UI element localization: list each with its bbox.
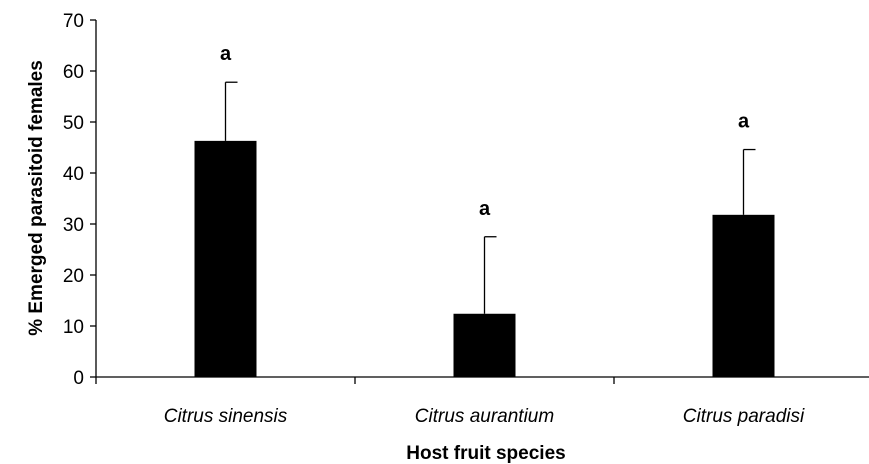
bar — [712, 214, 775, 377]
y-tick-label: 50 — [63, 113, 84, 134]
y-tick-label: 70 — [63, 11, 84, 32]
y-axis-title: % Emerged parasitoid females — [26, 60, 47, 336]
x-category-label: Citrus paradisi — [683, 406, 805, 427]
bar — [194, 140, 257, 377]
bars: a a a — [194, 43, 775, 377]
y-tick-label: 10 — [63, 317, 84, 338]
x-category-label: Citrus sinensis — [164, 406, 288, 427]
x-axis-title: Host fruit species — [406, 443, 565, 464]
significance-label: a — [738, 111, 750, 133]
y-tick-label: 30 — [63, 215, 84, 236]
significance-label: a — [479, 198, 491, 220]
y-tick-label: 40 — [63, 164, 84, 185]
bar — [453, 313, 516, 377]
y-tick-label: 60 — [63, 62, 84, 83]
y-axis: 0 10 20 30 40 50 60 70 — [63, 11, 97, 389]
y-tick-label: 0 — [73, 368, 84, 389]
x-category-label: Citrus aurantium — [415, 406, 554, 427]
y-tick-label: 20 — [63, 266, 84, 287]
significance-label: a — [220, 43, 232, 65]
x-axis: Citrus sinensis Citrus aurantium Citrus pa… — [95, 376, 869, 427]
